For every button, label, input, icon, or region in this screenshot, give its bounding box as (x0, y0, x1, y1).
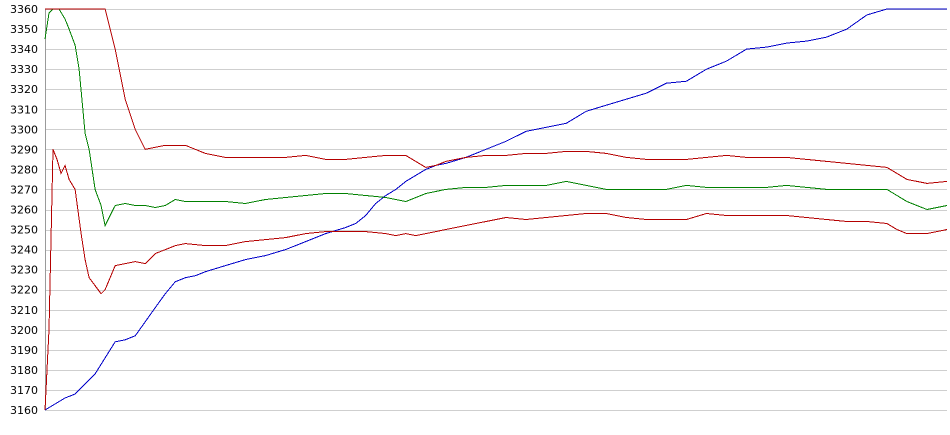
y-tick-label-3330: 3330 (10, 63, 38, 76)
y-tick-label-3280: 3280 (10, 163, 38, 176)
grid-lines (45, 9, 947, 411)
y-tick-label-3320: 3320 (10, 83, 38, 96)
y-tick-label-3270: 3270 (10, 183, 38, 196)
series-line-2 (44, 8, 948, 228)
y-tick-label-3290: 3290 (10, 143, 38, 156)
series-line-1 (44, 8, 947, 411)
series-line-3 (45, 8, 948, 184)
y-tick-label-3200: 3200 (10, 324, 38, 337)
y-tick-label-3360: 3360 (10, 3, 38, 16)
y-tick-label-3160: 3160 (10, 404, 38, 417)
y-tick-label-3340: 3340 (10, 43, 38, 56)
series-lines (44, 8, 948, 411)
y-tick-label-3180: 3180 (10, 364, 38, 377)
y-tick-label-3260: 3260 (10, 204, 38, 217)
y-tick-label-3240: 3240 (10, 244, 38, 257)
y-tick-label-3350: 3350 (10, 23, 38, 36)
series-line-4 (44, 149, 948, 411)
y-tick-label-3190: 3190 (10, 344, 38, 357)
y-tick-label-3230: 3230 (10, 264, 38, 277)
y-tick-labels: 3160 3170 3180 3190 3200 3210 3220 3230 3240 3250… (10, 3, 38, 417)
y-tick-label-3210: 3210 (10, 304, 38, 317)
y-tick-label-3220: 3220 (10, 284, 38, 297)
y-tick-label-3300: 3300 (10, 123, 38, 136)
y-tick-label-3170: 3170 (10, 384, 38, 397)
y-tick-label-3250: 3250 (10, 224, 38, 237)
y-tick-label-3310: 3310 (10, 103, 38, 116)
